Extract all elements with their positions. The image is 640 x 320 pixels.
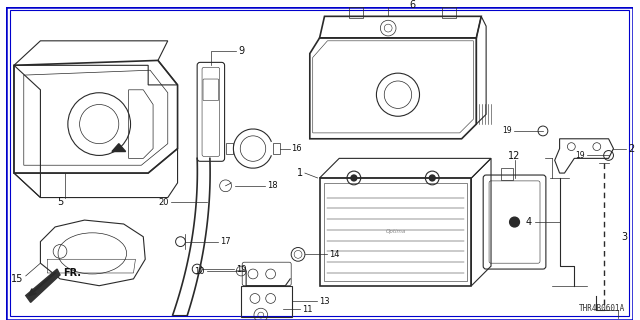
Text: 17: 17: [220, 237, 230, 246]
Bar: [241, 286, 292, 317]
Bar: [324, 183, 467, 281]
Polygon shape: [26, 269, 60, 302]
Bar: [319, 178, 472, 286]
Text: 14: 14: [330, 250, 340, 259]
Text: 19: 19: [236, 265, 247, 274]
Text: FR.: FR.: [63, 268, 81, 278]
Polygon shape: [112, 144, 125, 151]
Bar: [501, 168, 513, 180]
Text: 19: 19: [575, 151, 585, 160]
Text: 11: 11: [302, 305, 312, 314]
Text: 10: 10: [195, 267, 205, 276]
Circle shape: [351, 175, 357, 181]
Bar: [442, 6, 456, 18]
Text: 19: 19: [502, 126, 511, 135]
Text: Optima: Optima: [385, 229, 406, 234]
Text: 15: 15: [12, 274, 24, 284]
Text: 9: 9: [238, 46, 244, 56]
Circle shape: [509, 217, 520, 227]
Text: 6: 6: [410, 0, 416, 10]
Text: 20: 20: [158, 198, 169, 207]
Text: 3: 3: [621, 232, 627, 242]
Text: 5: 5: [57, 197, 63, 207]
Text: 4: 4: [526, 217, 532, 227]
Circle shape: [429, 175, 435, 181]
Text: 12: 12: [508, 151, 521, 161]
Text: 13: 13: [319, 297, 329, 306]
Text: THR4B0601A: THR4B0601A: [579, 304, 625, 313]
Text: 18: 18: [267, 181, 277, 190]
Text: 2: 2: [628, 144, 634, 154]
Text: 1: 1: [297, 168, 303, 178]
Text: 16: 16: [291, 144, 302, 153]
Bar: [349, 6, 363, 18]
